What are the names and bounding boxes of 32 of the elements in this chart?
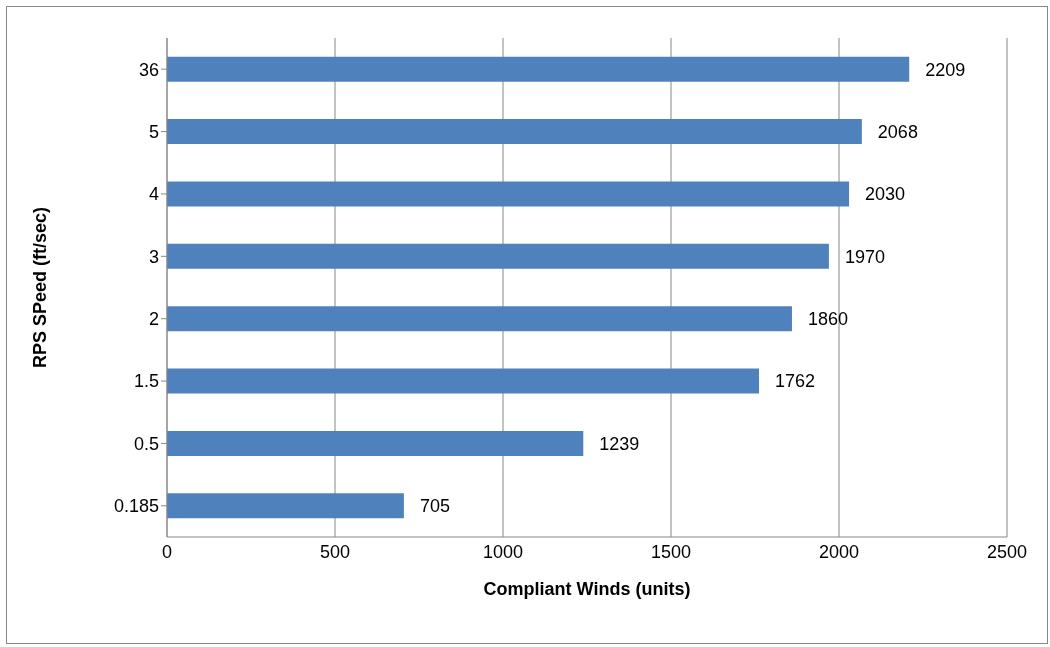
y-tick-label: 5 <box>148 121 159 142</box>
data-label: 1860 <box>807 309 849 330</box>
bar <box>167 306 792 332</box>
data-label: 1239 <box>599 433 640 454</box>
y-tick-label: 36 <box>138 59 159 80</box>
data-label: 2068 <box>877 121 918 142</box>
bar <box>167 56 910 82</box>
x-tick-label: 2500 <box>986 541 1028 562</box>
x-tick-label: 1000 <box>482 541 524 562</box>
data-label: 2209 <box>925 59 966 80</box>
y-tick-label: 4 <box>148 184 159 205</box>
data-label: 705 <box>419 496 450 517</box>
data-label: 1762 <box>775 371 816 392</box>
y-axis-title: RPS SPeed (ft/sec) <box>30 206 51 369</box>
bar <box>167 119 862 145</box>
x-axis-title: Compliant Winds (units) <box>483 579 691 599</box>
x-tick-label: 500 <box>319 541 351 562</box>
bar <box>167 493 404 519</box>
y-tick-label: 1.5 <box>133 371 159 392</box>
y-tick-label: 3 <box>148 246 159 267</box>
y-tick-label: 0.5 <box>133 433 159 454</box>
bar <box>167 368 760 394</box>
bar <box>167 243 829 269</box>
x-tick-label: 1500 <box>650 541 692 562</box>
x-tick-label: 0 <box>161 541 173 562</box>
bar <box>167 181 850 207</box>
y-tick-label: 0.185 <box>113 496 159 517</box>
bar <box>167 430 584 456</box>
data-label: 1970 <box>844 246 885 267</box>
x-tick-label: 2000 <box>818 541 860 562</box>
data-label: 2030 <box>865 184 906 205</box>
y-tick-label: 2 <box>148 309 159 330</box>
